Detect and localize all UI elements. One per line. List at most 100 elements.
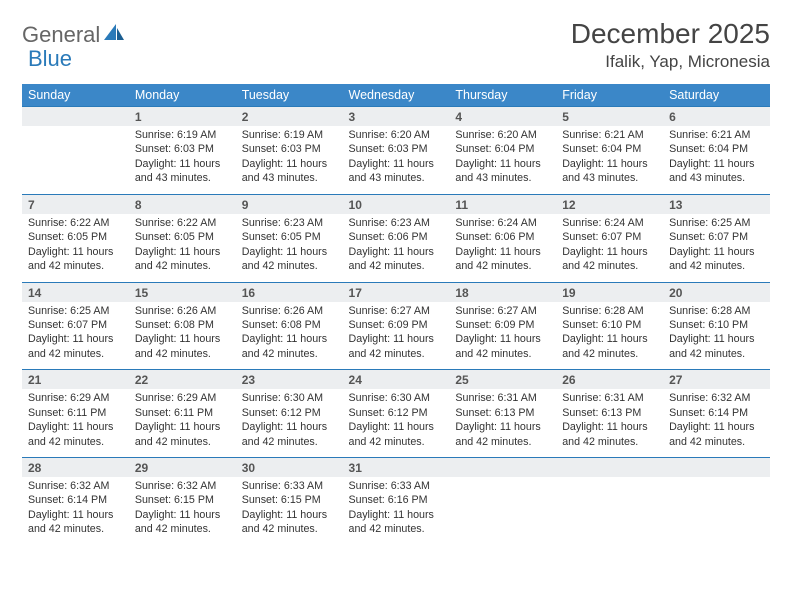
sunrise-text: Sunrise: 6:29 AM — [135, 391, 230, 405]
sunrise-text: Sunrise: 6:32 AM — [669, 391, 764, 405]
sunset-text: Sunset: 6:12 PM — [349, 406, 444, 420]
weekday-header: Friday — [556, 84, 663, 107]
sunset-text: Sunset: 6:04 PM — [562, 142, 657, 156]
sunrise-text: Sunrise: 6:19 AM — [242, 128, 337, 142]
day-number — [556, 458, 663, 478]
day-content-row: Sunrise: 6:29 AMSunset: 6:11 PMDaylight:… — [22, 389, 770, 457]
day-cell: Sunrise: 6:28 AMSunset: 6:10 PMDaylight:… — [556, 302, 663, 370]
sunset-text: Sunset: 6:08 PM — [242, 318, 337, 332]
day-cell — [556, 477, 663, 545]
logo-text-general: General — [22, 22, 100, 48]
day-cell: Sunrise: 6:26 AMSunset: 6:08 PMDaylight:… — [236, 302, 343, 370]
day-number: 13 — [663, 194, 770, 214]
sunrise-text: Sunrise: 6:20 AM — [349, 128, 444, 142]
weekday-header: Thursday — [449, 84, 556, 107]
day-number-row: 21222324252627 — [22, 370, 770, 390]
sunset-text: Sunset: 6:07 PM — [669, 230, 764, 244]
sunrise-text: Sunrise: 6:21 AM — [669, 128, 764, 142]
day-content-row: Sunrise: 6:25 AMSunset: 6:07 PM Daylight:… — [22, 302, 770, 370]
day-cell: Sunrise: 6:21 AMSunset: 6:04 PMDaylight:… — [663, 126, 770, 194]
sunrise-text: Sunrise: 6:24 AM — [455, 216, 550, 230]
day-number: 22 — [129, 370, 236, 390]
daylight-text: Daylight: 11 hours and 42 minutes. — [669, 245, 764, 274]
day-cell: Sunrise: 6:33 AMSunset: 6:15 PMDaylight:… — [236, 477, 343, 545]
sunset-text: Sunset: 6:13 PM — [455, 406, 550, 420]
daylight-text: Daylight: 11 hours and 42 minutes. — [669, 332, 764, 361]
day-cell: Sunrise: 6:32 AMSunset: 6:15 PMDaylight:… — [129, 477, 236, 545]
daylight-text: Daylight: 11 hours and 42 minutes. — [669, 420, 764, 449]
sunset-text: Sunset: 6:04 PM — [669, 142, 764, 156]
sunrise-text: Sunrise: 6:30 AM — [242, 391, 337, 405]
day-cell: Sunrise: 6:30 AMSunset: 6:12 PMDaylight:… — [343, 389, 450, 457]
daylight-text: Daylight: 11 hours and 42 minutes. — [242, 332, 337, 361]
day-number: 24 — [343, 370, 450, 390]
day-number: 26 — [556, 370, 663, 390]
daylight-text: Daylight: 11 hours and 42 minutes. — [135, 332, 230, 361]
daylight-text: Daylight: 11 hours and 42 minutes. — [349, 245, 444, 274]
day-number: 31 — [343, 458, 450, 478]
sunrise-text: Sunrise: 6:19 AM — [135, 128, 230, 142]
weekday-header-row: Sunday Monday Tuesday Wednesday Thursday… — [22, 84, 770, 107]
sunset-text: Sunset: 6:13 PM — [562, 406, 657, 420]
day-number: 10 — [343, 194, 450, 214]
daylight-text: Daylight: 11 hours and 43 minutes. — [562, 157, 657, 186]
sunset-text: Sunset: 6:09 PM — [349, 318, 444, 332]
sunset-text: Sunset: 6:15 PM — [135, 493, 230, 507]
day-number: 15 — [129, 282, 236, 302]
day-cell: Sunrise: 6:30 AMSunset: 6:12 PMDaylight:… — [236, 389, 343, 457]
sunrise-text: Sunrise: 6:25 AM — [28, 304, 123, 318]
day-number: 23 — [236, 370, 343, 390]
sunrise-text: Sunrise: 6:30 AM — [349, 391, 444, 405]
day-cell: Sunrise: 6:31 AMSunset: 6:13 PMDaylight:… — [556, 389, 663, 457]
sunrise-text: Sunrise: 6:33 AM — [242, 479, 337, 493]
sunset-text: Sunset: 6:07 PM — [28, 318, 123, 332]
daylight-text: Daylight: 11 hours and 42 minutes. — [349, 332, 444, 361]
sunset-text: Sunset: 6:05 PM — [242, 230, 337, 244]
day-number: 4 — [449, 107, 556, 127]
day-cell: Sunrise: 6:29 AMSunset: 6:11 PMDaylight:… — [129, 389, 236, 457]
day-number: 3 — [343, 107, 450, 127]
day-number — [449, 458, 556, 478]
weekday-header: Tuesday — [236, 84, 343, 107]
day-cell: Sunrise: 6:20 AMSunset: 6:04 PMDaylight:… — [449, 126, 556, 194]
sunrise-text: Sunrise: 6:26 AM — [135, 304, 230, 318]
daylight-text: Daylight: 11 hours and 42 minutes. — [135, 245, 230, 274]
daylight-text: Daylight: 11 hours and 42 minutes. — [242, 420, 337, 449]
day-number: 12 — [556, 194, 663, 214]
day-number: 21 — [22, 370, 129, 390]
day-cell: Sunrise: 6:24 AMSunset: 6:07 PMDaylight:… — [556, 214, 663, 282]
sunrise-text: Sunrise: 6:28 AM — [562, 304, 657, 318]
day-number: 20 — [663, 282, 770, 302]
sunset-text: Sunset: 6:03 PM — [135, 142, 230, 156]
sunset-text: Sunset: 6:14 PM — [28, 493, 123, 507]
day-cell: Sunrise: 6:26 AMSunset: 6:08 PMDaylight:… — [129, 302, 236, 370]
day-number-row: 14151617181920 — [22, 282, 770, 302]
location: Ifalik, Yap, Micronesia — [571, 52, 770, 72]
sunrise-text: Sunrise: 6:22 AM — [135, 216, 230, 230]
daylight-text: Daylight: 11 hours and 42 minutes. — [349, 420, 444, 449]
day-number: 28 — [22, 458, 129, 478]
logo-text-blue: Blue — [28, 46, 72, 71]
sunset-text: Sunset: 6:08 PM — [135, 318, 230, 332]
day-cell: Sunrise: 6:25 AMSunset: 6:07 PMDaylight:… — [22, 302, 129, 370]
sunset-text: Sunset: 6:06 PM — [349, 230, 444, 244]
sunrise-text: Sunrise: 6:27 AM — [455, 304, 550, 318]
daylight-text: Daylight: 11 hours and 42 minutes. — [455, 420, 550, 449]
day-cell: Sunrise: 6:31 AMSunset: 6:13 PMDaylight:… — [449, 389, 556, 457]
sunrise-text: Sunrise: 6:27 AM — [349, 304, 444, 318]
day-number: 1 — [129, 107, 236, 127]
day-number-row: 28293031 — [22, 458, 770, 478]
day-cell: Sunrise: 6:19 AMSunset: 6:03 PMDaylight:… — [236, 126, 343, 194]
day-number: 8 — [129, 194, 236, 214]
day-content-row: Sunrise: 6:19 AMSunset: 6:03 PMDaylight:… — [22, 126, 770, 194]
sunset-text: Sunset: 6:16 PM — [349, 493, 444, 507]
sunset-text: Sunset: 6:06 PM — [455, 230, 550, 244]
daylight-text: Daylight: 11 hours and 42 minutes. — [28, 245, 123, 274]
day-content-row: Sunrise: 6:32 AMSunset: 6:14 PMDaylight:… — [22, 477, 770, 545]
sunrise-text: Sunrise: 6:33 AM — [349, 479, 444, 493]
daylight-text: Daylight: 11 hours and 43 minutes. — [455, 157, 550, 186]
day-number: 27 — [663, 370, 770, 390]
daylight-text: Daylight: 11 hours and 43 minutes. — [242, 157, 337, 186]
daylight-text: Daylight: 11 hours and 43 minutes. — [135, 157, 230, 186]
header: General December 2025 Ifalik, Yap, Micro… — [22, 18, 770, 72]
